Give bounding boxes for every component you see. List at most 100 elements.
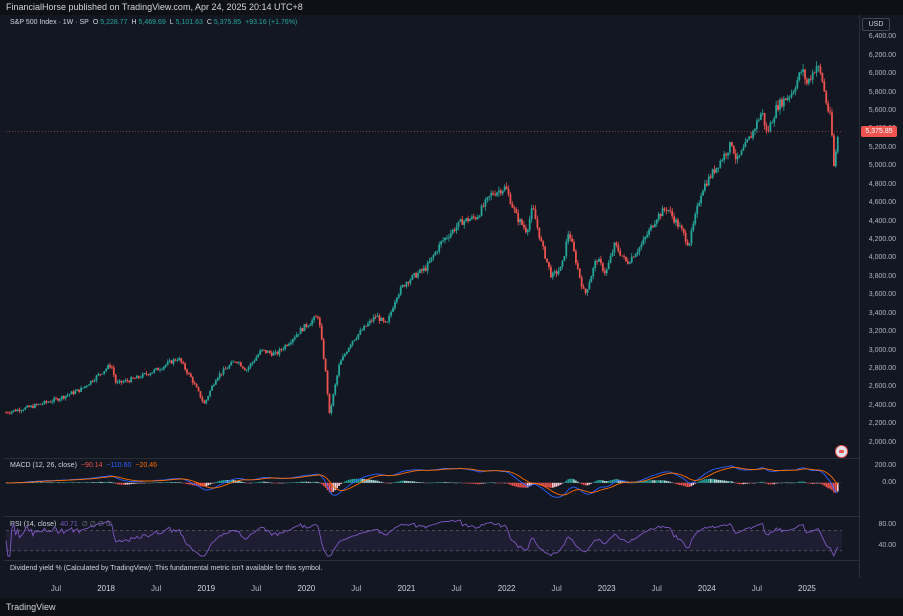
macd-histogram-bar	[831, 482, 833, 491]
candle-body	[451, 229, 454, 234]
pane-separator-dividend	[4, 560, 859, 561]
candle-body	[486, 197, 489, 200]
candle-body	[222, 368, 225, 375]
macd-histogram-bar	[284, 482, 286, 484]
macd-histogram-bar	[382, 482, 385, 483]
macd-histogram-bar	[297, 481, 300, 483]
candle-body	[744, 141, 747, 148]
macd-histogram-bar	[567, 479, 570, 483]
candle-body	[30, 405, 32, 408]
time-tick-label: Jul	[50, 584, 62, 593]
candle-body	[372, 316, 375, 322]
macd-histogram-bar	[263, 481, 265, 483]
candle-body	[630, 256, 633, 263]
macd-histogram-bar	[180, 482, 183, 484]
macd-histogram-bar	[128, 482, 131, 485]
candle-body	[692, 223, 695, 231]
candle-body	[213, 384, 215, 387]
candle-body	[330, 405, 333, 414]
candle-body	[128, 380, 131, 383]
candle-body	[729, 142, 731, 153]
candle-body	[278, 349, 281, 355]
candle-body	[122, 381, 125, 383]
candle-body	[659, 213, 662, 217]
candle-body	[424, 267, 427, 271]
macd-histogram-bar	[32, 482, 34, 483]
candle-body	[759, 113, 762, 120]
candle-body	[719, 160, 722, 168]
macd-histogram-bar	[823, 482, 826, 486]
macd-histogram-bar	[59, 482, 61, 484]
candle-body	[5, 412, 7, 414]
macd-histogram-bar	[729, 480, 731, 483]
chart-area[interactable]	[4, 15, 859, 578]
macd-histogram-bar	[719, 480, 722, 483]
currency-button[interactable]: USD	[862, 18, 890, 31]
candle-body	[290, 342, 292, 344]
macd-histogram-bar	[677, 482, 679, 485]
macd-histogram-bar	[451, 482, 454, 483]
macd-histogram-bar	[191, 482, 194, 486]
macd-histogram-bar	[274, 482, 277, 484]
candle-body	[8, 412, 11, 414]
macd-histogram-bar	[771, 482, 774, 485]
candle-body	[137, 375, 140, 378]
candle-body	[563, 256, 566, 261]
macd-histogram-bar	[109, 481, 111, 483]
macd-histogram-bar	[97, 481, 100, 483]
macd-histogram-bar	[359, 478, 362, 483]
pane-separator-macd[interactable]	[4, 458, 859, 459]
macd-histogram-bar	[153, 482, 156, 484]
macd-histogram-bar	[95, 482, 98, 483]
macd-histogram-bar	[488, 482, 491, 484]
macd-histogram-bar	[559, 482, 562, 485]
macd-histogram-bar	[209, 482, 211, 485]
candle-body	[815, 66, 818, 73]
macd-histogram-bar	[365, 479, 367, 483]
macd-histogram-bar	[247, 482, 250, 484]
candle-body	[476, 216, 479, 220]
candle-body	[501, 190, 504, 194]
macd-histogram-bar	[89, 482, 92, 483]
macd-histogram-bar	[721, 480, 724, 483]
macd-histogram-bar	[141, 482, 144, 484]
macd-histogram-bar	[253, 482, 256, 484]
macd-histogram-bar	[324, 482, 327, 488]
candle-body	[238, 362, 240, 364]
candle-body	[646, 234, 649, 238]
candle-body	[89, 380, 92, 385]
candle-body	[232, 361, 235, 363]
candle-body	[413, 273, 416, 276]
earnings-badge-icon[interactable]	[835, 445, 848, 458]
candle-body	[446, 237, 448, 239]
macd-histogram-bar	[686, 482, 689, 487]
candle-body	[503, 186, 506, 191]
macd-histogram-bar	[650, 480, 652, 483]
macd-histogram-bar	[344, 481, 346, 483]
candle-body	[696, 205, 699, 214]
symbol-label: S&P 500 Index · 1W · SP	[10, 19, 89, 26]
candle-body	[490, 193, 493, 197]
macd-histogram-bar	[634, 482, 637, 484]
macd-histogram-bar	[790, 482, 793, 484]
candle-body	[611, 252, 614, 256]
candle-body	[84, 386, 86, 388]
candle-body	[368, 320, 371, 324]
macd-histogram-bar	[51, 482, 54, 484]
macd-histogram-bar	[825, 482, 828, 488]
candle-body	[432, 255, 435, 258]
candle-body	[349, 344, 352, 348]
macd-histogram-bar	[723, 480, 725, 483]
macd-histogram-bar	[810, 482, 812, 484]
time-tick-label: Jul	[751, 584, 763, 593]
macd-histogram-bar	[696, 482, 699, 483]
rsi-tick-label: 40.00	[878, 541, 896, 549]
candle-body	[291, 339, 294, 343]
pane-separator-rsi[interactable]	[4, 516, 859, 517]
macd-histogram-bar	[176, 482, 179, 483]
macd-histogram-bar	[322, 482, 325, 487]
dividend-note: Dividend yield % (Calculated by TradingV…	[10, 565, 323, 572]
candle-body	[397, 294, 400, 298]
macd-histogram-bar	[482, 482, 485, 484]
candle-body	[773, 118, 776, 123]
